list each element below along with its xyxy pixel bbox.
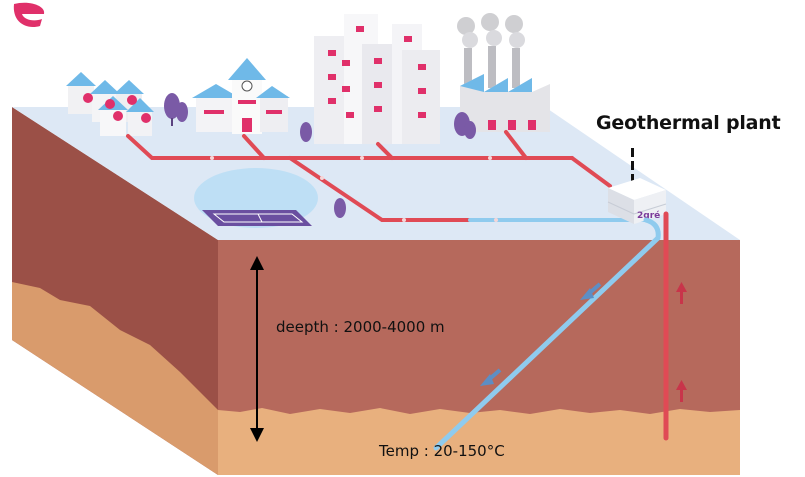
ground-surface [12,107,740,240]
houses-icon [66,72,154,136]
flow-down-icon [480,282,602,386]
plant-title: Geothermal plant [596,112,781,134]
apartment-buildings-icon [314,14,440,144]
geothermal-plant-icon [607,178,667,224]
temperature-label: Temp : 20-150°C [379,442,505,460]
brand-logo-icon [13,2,45,28]
injection-well [433,217,661,451]
trees-icon [164,93,476,218]
school-icon [192,58,290,134]
rock-front-face [218,408,740,475]
depth-label: deepth : 2000-4000 m [276,318,445,336]
plant-logo-text: 2gré [637,210,660,221]
depth-arrow-icon [250,256,264,442]
factory-icon [457,13,550,132]
stadium-icon [194,168,318,228]
flow-up-icon [676,282,687,402]
plant-marker [631,148,634,183]
rock-side-face [12,282,218,475]
network-nodes [210,156,498,222]
